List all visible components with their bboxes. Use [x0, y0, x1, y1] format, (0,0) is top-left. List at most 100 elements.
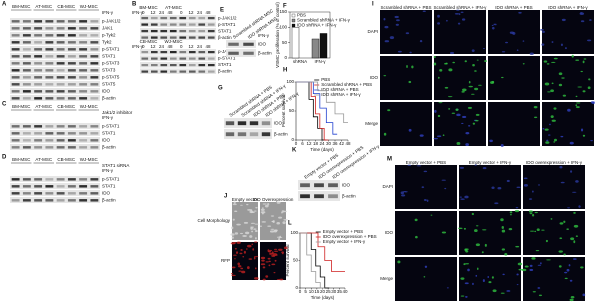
- cell: [492, 26, 495, 30]
- blot-band: [188, 23, 196, 26]
- row-label: Merge: [365, 121, 378, 126]
- blot-strip: [10, 197, 100, 203]
- blot-row-label: β-actin: [218, 69, 232, 74]
- cell: [560, 181, 565, 184]
- panel-letter: D: [2, 155, 7, 161]
- cell: [579, 12, 585, 15]
- blot-band: [11, 69, 20, 72]
- micrograph: [434, 56, 486, 100]
- micrograph: [395, 211, 457, 255]
- cell: [537, 184, 541, 186]
- time-label: 12: [151, 44, 157, 49]
- x-tick-label: 48: [345, 141, 351, 146]
- blot-band: [56, 48, 65, 51]
- cell: [491, 276, 494, 279]
- column-label: Scrambled shRNA + IFN-γ: [434, 5, 488, 10]
- row-label: IDO: [385, 230, 394, 235]
- blot-band: [79, 20, 88, 23]
- blot-band: [151, 57, 158, 60]
- cell: [506, 179, 510, 183]
- cell: [383, 75, 387, 77]
- blot-band: [67, 41, 76, 44]
- cell: [541, 43, 545, 46]
- blot-band: [56, 41, 65, 44]
- cell: [475, 243, 480, 247]
- blot-band: [67, 90, 76, 93]
- cell: [545, 239, 548, 243]
- cell: [252, 248, 255, 251]
- treatment-label: IFN-γ: [102, 168, 114, 173]
- cell: [240, 204, 243, 206]
- cell: [253, 256, 259, 258]
- blot-strip: [10, 81, 100, 87]
- blot-band: [141, 16, 149, 20]
- blot-strip: [10, 144, 100, 150]
- cell: [540, 29, 544, 31]
- blot-band: [249, 132, 259, 137]
- micrograph: [523, 211, 585, 255]
- micrograph: [542, 56, 594, 100]
- blot-row-label: β-actin: [342, 194, 356, 199]
- cell: [231, 236, 234, 239]
- cell: [575, 180, 579, 183]
- blot-band: [45, 199, 54, 202]
- cell: [494, 23, 497, 26]
- blot-row-label: p-STAT1: [218, 22, 236, 27]
- cell: [269, 230, 275, 233]
- cell: [561, 77, 565, 79]
- blot-band: [34, 34, 43, 37]
- cell: [251, 243, 254, 246]
- cell: [551, 61, 556, 63]
- cell: [567, 207, 571, 209]
- blot-strip: [10, 67, 100, 73]
- blot-band: [67, 55, 76, 58]
- blot-band: [79, 146, 88, 149]
- blot-band: [67, 27, 76, 30]
- blot-band: [90, 146, 99, 149]
- blot-band: [198, 29, 206, 33]
- cell: [384, 40, 390, 43]
- cell: [474, 87, 479, 91]
- blot-band: [34, 90, 43, 93]
- blot-band: [141, 36, 149, 39]
- cell: [232, 218, 235, 221]
- micrograph: [459, 257, 521, 301]
- x-tick-label: 30: [326, 141, 332, 146]
- blot-band: [34, 185, 43, 188]
- cell: [476, 267, 479, 271]
- cell: [566, 228, 570, 230]
- blot-band: [179, 36, 187, 39]
- y-axis-label: Percent survival: [281, 95, 286, 127]
- cell: [260, 211, 266, 214]
- time-label: 12: [189, 44, 195, 49]
- cell: [529, 230, 535, 232]
- blot-band: [45, 76, 54, 79]
- blot-band: [79, 55, 88, 58]
- blot-band: [34, 178, 43, 181]
- x-tick-label: 0: [295, 141, 298, 146]
- cell: [515, 245, 520, 248]
- legend-swatch: [291, 18, 296, 23]
- cell: [394, 15, 399, 19]
- cell: [543, 60, 548, 63]
- x-tick-label: 35: [337, 289, 343, 294]
- micrograph: [380, 102, 432, 146]
- column-label: IDO overexpression + IFN-γ: [526, 160, 583, 165]
- cell: [541, 229, 545, 231]
- cell: [544, 128, 549, 131]
- cell: [570, 295, 575, 299]
- cell: [572, 191, 577, 193]
- blot-strip: [224, 118, 272, 128]
- row-label: DAPI: [382, 184, 393, 189]
- blot-band: [169, 16, 177, 20]
- cell: [546, 259, 551, 261]
- cell: [509, 211, 513, 214]
- panel-letter: A: [2, 2, 7, 8]
- blot-strip: [140, 34, 216, 40]
- cell: [464, 195, 469, 199]
- blot-band: [90, 199, 99, 202]
- cell: [254, 267, 257, 270]
- cell: [262, 203, 267, 205]
- legend-label: IDO shRNA + PBS: [321, 87, 358, 92]
- cell: [546, 139, 549, 142]
